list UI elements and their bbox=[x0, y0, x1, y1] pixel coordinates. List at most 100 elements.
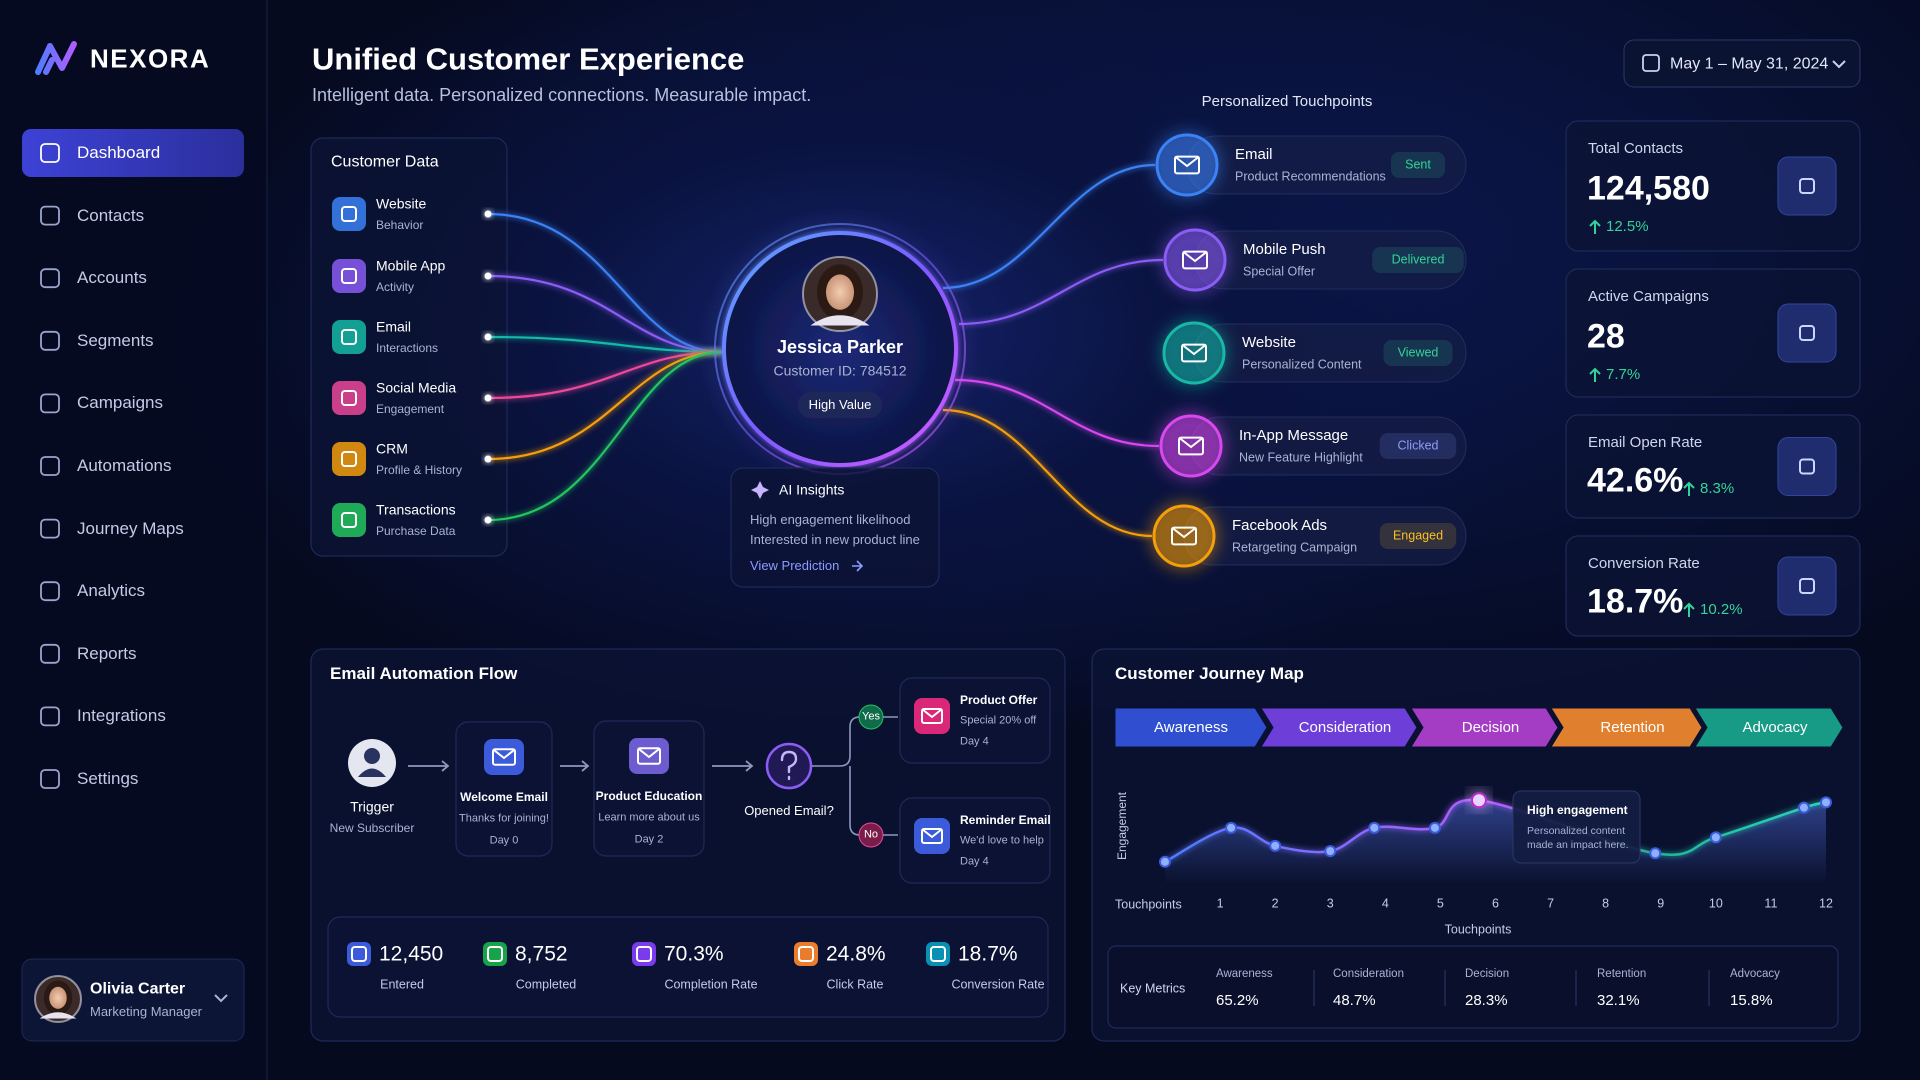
engagement-point bbox=[1225, 821, 1238, 834]
nav-item[interactable]: Campaigns bbox=[77, 393, 163, 413]
stat-label: Completed bbox=[515, 977, 577, 992]
metric-stage: Advocacy bbox=[1730, 968, 1780, 981]
kpi-value: 18.7% bbox=[1587, 582, 1684, 621]
icon-glyph bbox=[930, 946, 946, 962]
avatar-face bbox=[49, 986, 67, 1009]
x-tick-label: 4 bbox=[1381, 896, 1389, 911]
engagement-line bbox=[1164, 798, 1827, 863]
touchpoint-detail: Product Recommendations bbox=[1235, 169, 1386, 184]
touchpoint-channel: In-App Message bbox=[1239, 427, 1349, 444]
icon bbox=[492, 748, 516, 760]
stage-label: Advocacy bbox=[1742, 718, 1808, 736]
source-sub: Engagement bbox=[376, 401, 445, 416]
ai-insights-panel bbox=[730, 467, 940, 588]
nav-icon bbox=[40, 205, 60, 226]
sidebar bbox=[0, 0, 267, 1080]
status-badge bbox=[1372, 247, 1464, 273]
kpi-change: 12.5% bbox=[1606, 218, 1649, 235]
engagement-point bbox=[1269, 839, 1282, 852]
touchpoint-channel: Website bbox=[1242, 334, 1296, 351]
icon bbox=[921, 708, 943, 724]
nav-item[interactable]: Analytics bbox=[77, 580, 146, 600]
icon bbox=[1178, 436, 1204, 456]
x-tick-label: 3 bbox=[1326, 896, 1334, 911]
source-icon bbox=[332, 442, 366, 476]
x-tick-label: 2 bbox=[1271, 896, 1279, 911]
profile-ring bbox=[722, 231, 958, 467]
icon-glyph bbox=[487, 946, 503, 962]
touchpoint-detail: Personalized Content bbox=[1242, 357, 1362, 372]
x-axis-label: Touchpoints bbox=[1444, 922, 1512, 937]
kpi-value: 28 bbox=[1587, 317, 1625, 356]
source-label: Social Media bbox=[376, 379, 457, 396]
source-label: Email bbox=[376, 318, 412, 335]
stat-label: Entered bbox=[380, 977, 424, 992]
metric-stage: Decision bbox=[1465, 968, 1510, 981]
kpi-card bbox=[1565, 268, 1861, 398]
connector-dot bbox=[484, 516, 492, 524]
calendar-icon bbox=[1642, 54, 1660, 72]
nav-item[interactable]: Automations bbox=[77, 455, 172, 475]
chevron bbox=[214, 994, 228, 1003]
kpi-change: 8.3% bbox=[1700, 480, 1735, 497]
insights-title: AI Insights bbox=[779, 481, 845, 498]
connector-dot bbox=[484, 333, 492, 341]
nav-item[interactable]: Integrations bbox=[77, 706, 166, 726]
nav-item[interactable]: Reports bbox=[77, 643, 137, 663]
kpi-card bbox=[1565, 120, 1861, 252]
icon-glyph bbox=[1799, 178, 1815, 194]
metric-value: 28.3% bbox=[1465, 992, 1508, 1009]
step-day: Day 0 bbox=[489, 834, 519, 847]
engagement-point bbox=[1797, 801, 1810, 814]
flow-arrow bbox=[408, 760, 450, 772]
nav-item[interactable]: Accounts bbox=[77, 267, 147, 287]
kpi-label: Active Campaigns bbox=[1588, 288, 1709, 305]
icon-glyph bbox=[798, 946, 814, 962]
up-arrow bbox=[1683, 481, 1695, 496]
link-arrow bbox=[852, 560, 864, 572]
nav-item[interactable]: Segments bbox=[77, 330, 154, 350]
stage-chevron bbox=[1694, 707, 1844, 748]
kpi-icon bbox=[1777, 303, 1837, 363]
kpi-label: Email Open Rate bbox=[1588, 434, 1703, 451]
nav-item[interactable]: Contacts bbox=[77, 205, 145, 225]
stat-label: Conversion Rate bbox=[951, 977, 1045, 992]
connector bbox=[942, 163, 1156, 290]
nav-active bbox=[22, 129, 244, 177]
source-icon bbox=[332, 381, 366, 415]
x-tick-label: 10 bbox=[1708, 896, 1723, 911]
nav-item[interactable]: Settings bbox=[77, 768, 139, 788]
branch bbox=[812, 716, 898, 836]
connector bbox=[954, 378, 1160, 448]
section-title: Personalized Touchpoints bbox=[1201, 93, 1373, 110]
source-sub: Activity bbox=[376, 279, 415, 294]
panel-title: Customer Journey Map bbox=[1115, 663, 1304, 683]
icon-glyph bbox=[1799, 325, 1815, 341]
icon bbox=[1182, 250, 1208, 263]
stat-label: Click Rate bbox=[826, 977, 884, 992]
x-tick-label: 8 bbox=[1602, 896, 1610, 911]
kpi-icon bbox=[1777, 156, 1837, 216]
status-text: Delivered bbox=[1391, 252, 1445, 267]
insight-link[interactable]: View Prediction bbox=[750, 558, 840, 574]
source-sub: Interactions bbox=[376, 340, 439, 355]
source-icon bbox=[332, 320, 366, 354]
status-text: Clicked bbox=[1397, 438, 1439, 453]
nav-item[interactable]: Journey Maps bbox=[77, 518, 184, 538]
stage-chevron bbox=[1550, 707, 1703, 748]
avatar-body bbox=[39, 1012, 77, 1019]
engagement-point bbox=[1428, 821, 1441, 834]
date-range[interactable]: May 1 – May 31, 2024 bbox=[1670, 55, 1829, 73]
profile-badge bbox=[798, 392, 882, 418]
date-picker[interactable] bbox=[1623, 39, 1861, 88]
user-card[interactable] bbox=[21, 958, 245, 1042]
callout bbox=[1512, 790, 1641, 864]
status-text: Viewed bbox=[1397, 345, 1439, 360]
step-desc: Special 20% off bbox=[960, 714, 1037, 727]
flow-stats bbox=[327, 916, 1049, 1018]
step-desc: We'd love to help bbox=[960, 834, 1044, 847]
icon-glyph bbox=[351, 946, 367, 962]
nav-item[interactable]: Dashboard bbox=[77, 142, 161, 162]
